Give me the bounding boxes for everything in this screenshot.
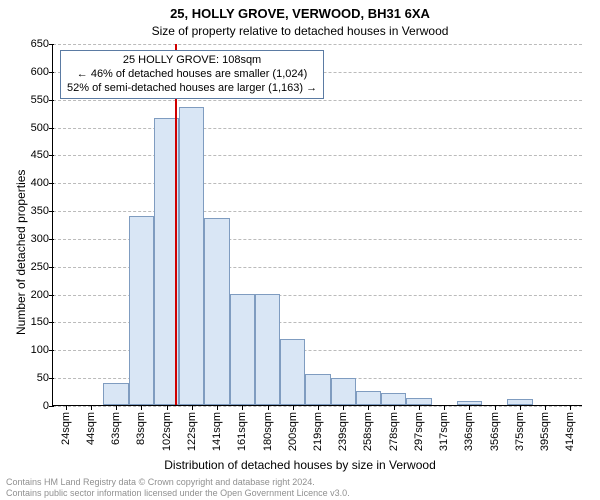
y-tick-label: 600: [31, 66, 53, 78]
y-tick-label: 500: [31, 122, 53, 134]
callout-line-1: 25 HOLLY GROVE: 108sqm: [67, 54, 317, 68]
x-tick-label: 44sqm: [85, 405, 97, 445]
gridline: [53, 128, 582, 129]
x-tick-label: 83sqm: [135, 405, 147, 445]
y-tick-label: 150: [31, 316, 53, 328]
histogram-bar: [280, 339, 305, 405]
chart-container: { "title_line1": "25, HOLLY GROVE, VERWO…: [0, 0, 600, 500]
x-tick-label: 239sqm: [337, 405, 349, 451]
x-tick-label: 102sqm: [161, 405, 173, 451]
x-tick-label: 219sqm: [312, 405, 324, 451]
histogram-bar: [179, 107, 204, 405]
title-line-2: Size of property relative to detached ho…: [0, 24, 600, 38]
x-tick-label: 63sqm: [110, 405, 122, 445]
y-tick-label: 50: [37, 372, 53, 384]
histogram-bar: [230, 294, 255, 405]
y-tick-label: 350: [31, 205, 53, 217]
x-axis-label: Distribution of detached houses by size …: [0, 458, 600, 472]
title-line-1: 25, HOLLY GROVE, VERWOOD, BH31 6XA: [0, 6, 600, 21]
x-tick-label: 141sqm: [211, 405, 223, 451]
x-tick-label: 336sqm: [463, 405, 475, 451]
x-tick-label: 356sqm: [489, 405, 501, 451]
x-tick-label: 317sqm: [438, 405, 450, 451]
gridline: [53, 183, 582, 184]
x-tick-label: 161sqm: [236, 405, 248, 451]
y-tick-label: 200: [31, 289, 53, 301]
y-tick-label: 300: [31, 233, 53, 245]
y-tick-label: 400: [31, 177, 53, 189]
footer-attribution: Contains HM Land Registry data © Crown c…: [6, 477, 594, 498]
x-tick-label: 395sqm: [539, 405, 551, 451]
gridline: [53, 211, 582, 212]
histogram-bar: [356, 391, 381, 405]
x-tick-label: 200sqm: [287, 405, 299, 451]
x-tick-label: 414sqm: [564, 405, 576, 451]
histogram-bar: [331, 378, 356, 405]
histogram-bar: [204, 218, 229, 405]
x-tick-label: 24sqm: [60, 405, 72, 445]
x-tick-label: 180sqm: [262, 405, 274, 451]
y-tick-label: 450: [31, 149, 53, 161]
x-tick-label: 278sqm: [388, 405, 400, 451]
y-tick-label: 0: [43, 400, 53, 412]
y-tick-label: 250: [31, 261, 53, 273]
callout-box: 25 HOLLY GROVE: 108sqm← 46% of detached …: [60, 50, 324, 99]
x-tick-label: 122sqm: [186, 405, 198, 451]
footer-line-1: Contains HM Land Registry data © Crown c…: [6, 477, 594, 487]
histogram-bar: [103, 383, 128, 405]
y-axis-label: Number of detached properties: [14, 170, 28, 335]
footer-line-2: Contains public sector information licen…: [6, 488, 594, 498]
gridline: [53, 100, 582, 101]
histogram-bar: [406, 398, 431, 405]
gridline: [53, 44, 582, 45]
y-tick-label: 100: [31, 344, 53, 356]
y-tick-label: 550: [31, 94, 53, 106]
x-tick-label: 258sqm: [362, 405, 374, 451]
x-tick-label: 297sqm: [413, 405, 425, 451]
y-tick-label: 650: [31, 38, 53, 50]
gridline: [53, 155, 582, 156]
callout-line-3: 52% of semi-detached houses are larger (…: [67, 82, 317, 96]
histogram-bar: [255, 294, 280, 405]
x-tick-label: 375sqm: [514, 405, 526, 451]
histogram-bar: [129, 216, 154, 405]
histogram-bar: [381, 393, 406, 405]
callout-line-2: ← 46% of detached houses are smaller (1,…: [67, 68, 317, 82]
histogram-bar: [305, 374, 330, 405]
